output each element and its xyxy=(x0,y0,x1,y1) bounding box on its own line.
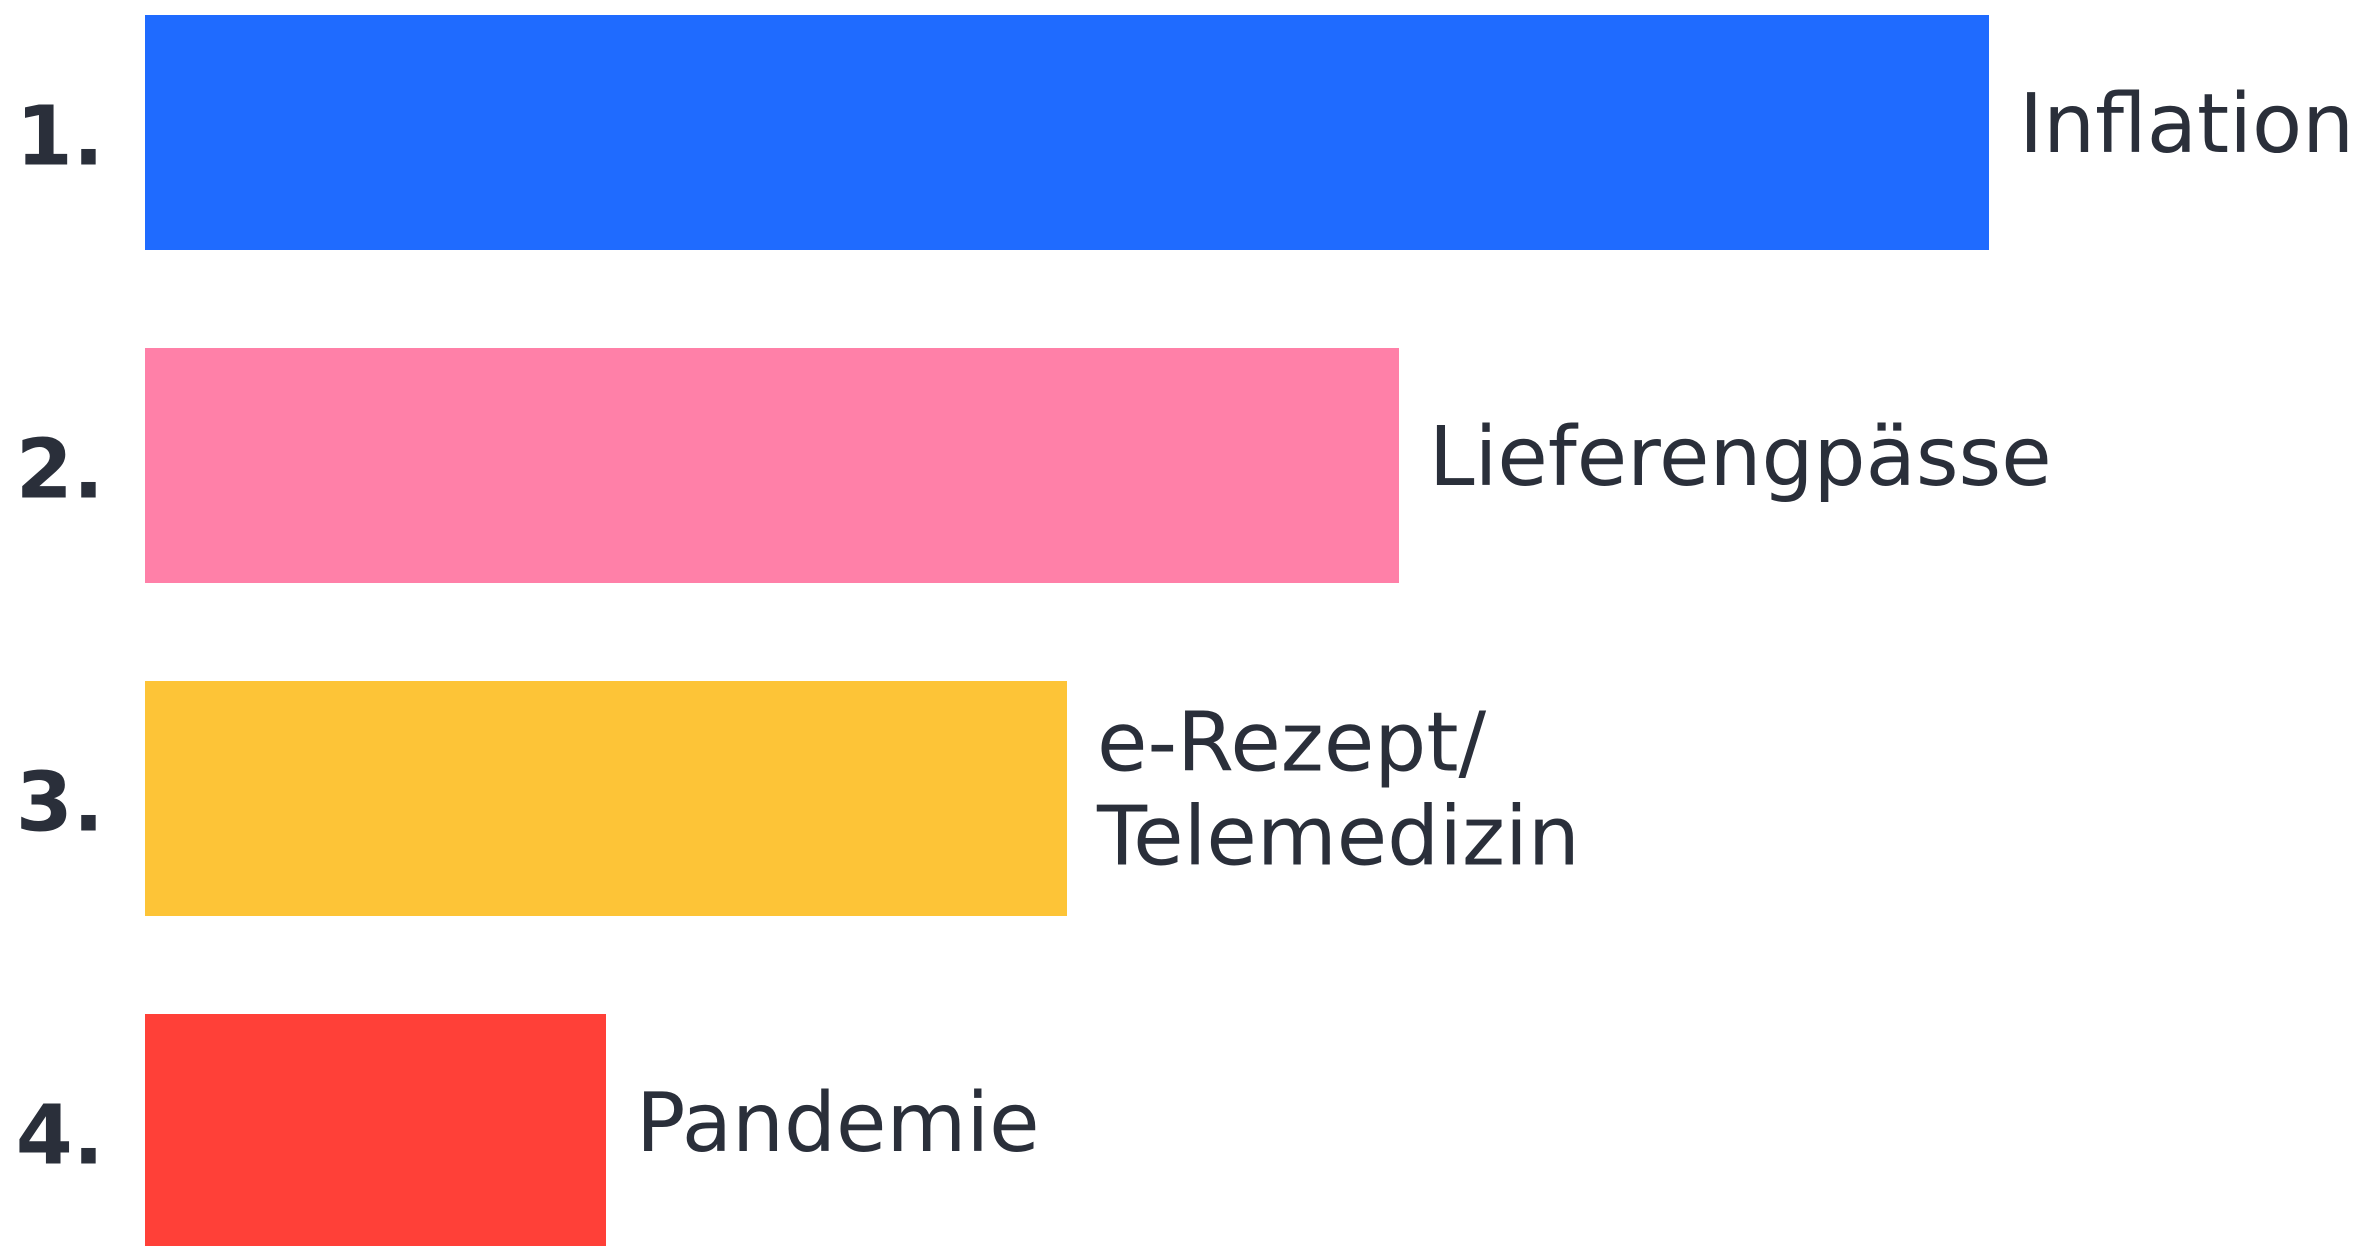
rank-label: 1. xyxy=(15,89,104,184)
category-label: Inflation xyxy=(2019,76,2355,172)
category-label: e-Rezept/ Telemedizin xyxy=(1097,695,1580,885)
category-label: Pandemie xyxy=(636,1075,1040,1171)
category-label: Lieferengpässe xyxy=(1428,409,2052,505)
rank-label: 3. xyxy=(15,755,104,850)
bar xyxy=(145,1014,606,1246)
bar xyxy=(145,15,1989,250)
bar xyxy=(145,348,1399,583)
rank-label: 4. xyxy=(15,1088,104,1183)
bar xyxy=(145,681,1067,916)
rank-label: 2. xyxy=(15,422,104,517)
